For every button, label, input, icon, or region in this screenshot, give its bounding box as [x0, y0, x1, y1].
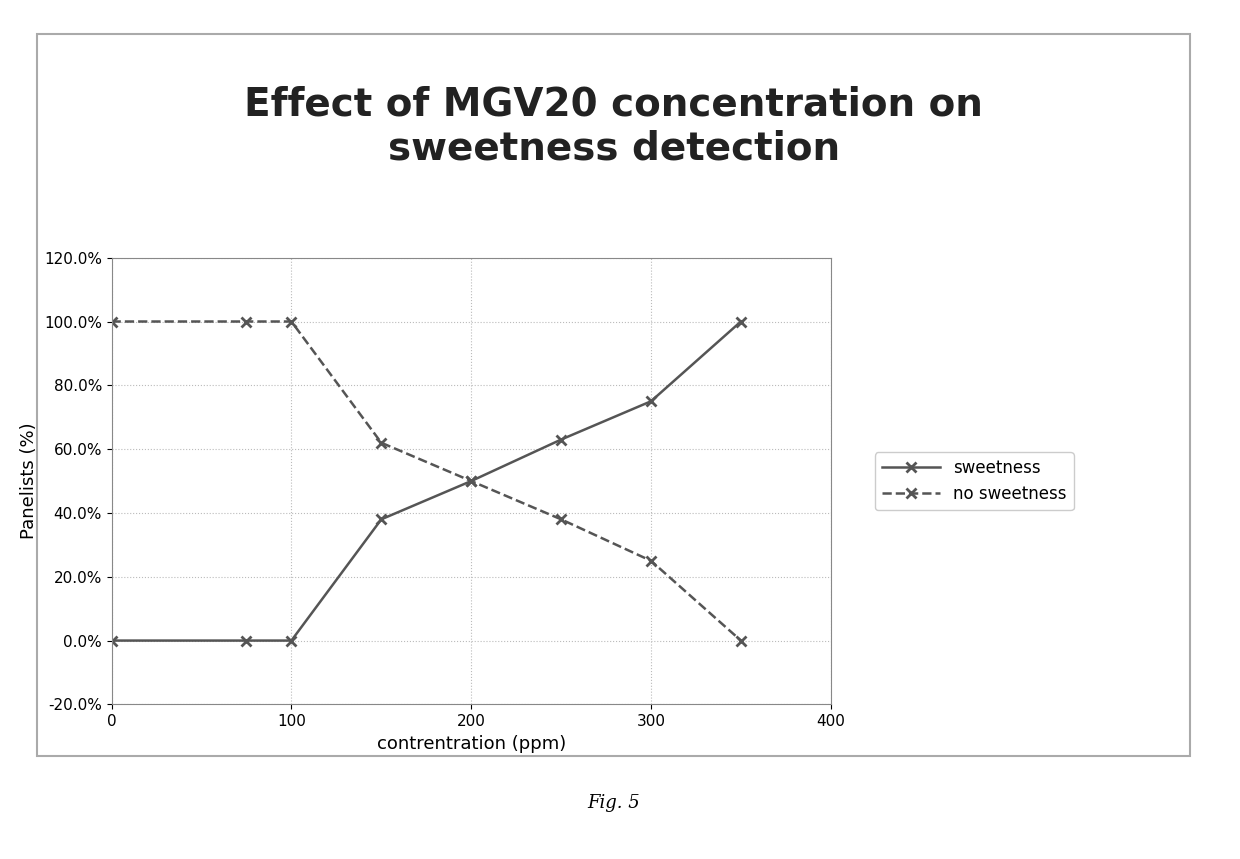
Y-axis label: Panelists (%): Panelists (%): [20, 423, 38, 539]
no sweetness: [553, 515, 568, 525]
Text: Effect of MGV20 concentration on
sweetness detection: Effect of MGV20 concentration on sweetne…: [244, 86, 983, 168]
Legend: sweetness, no sweetness: sweetness, no sweetness: [875, 452, 1074, 510]
no sweetness: [464, 476, 479, 486]
no sweetness: [644, 556, 658, 566]
sweetness: [284, 636, 299, 646]
sweetness: [239, 636, 254, 646]
sweetness: [553, 435, 568, 445]
sweetness: [734, 316, 749, 326]
sweetness: [644, 396, 658, 406]
no sweetness: [239, 316, 254, 326]
X-axis label: contrentration (ppm): contrentration (ppm): [377, 734, 565, 752]
no sweetness: [734, 636, 749, 646]
Text: Fig. 5: Fig. 5: [588, 795, 640, 812]
sweetness: [373, 515, 388, 525]
no sweetness: [373, 437, 388, 448]
Line: no sweetness: no sweetness: [107, 317, 745, 645]
no sweetness: [104, 316, 119, 326]
Line: sweetness: sweetness: [107, 317, 745, 645]
sweetness: [464, 476, 479, 486]
no sweetness: [284, 316, 299, 326]
sweetness: [104, 636, 119, 646]
